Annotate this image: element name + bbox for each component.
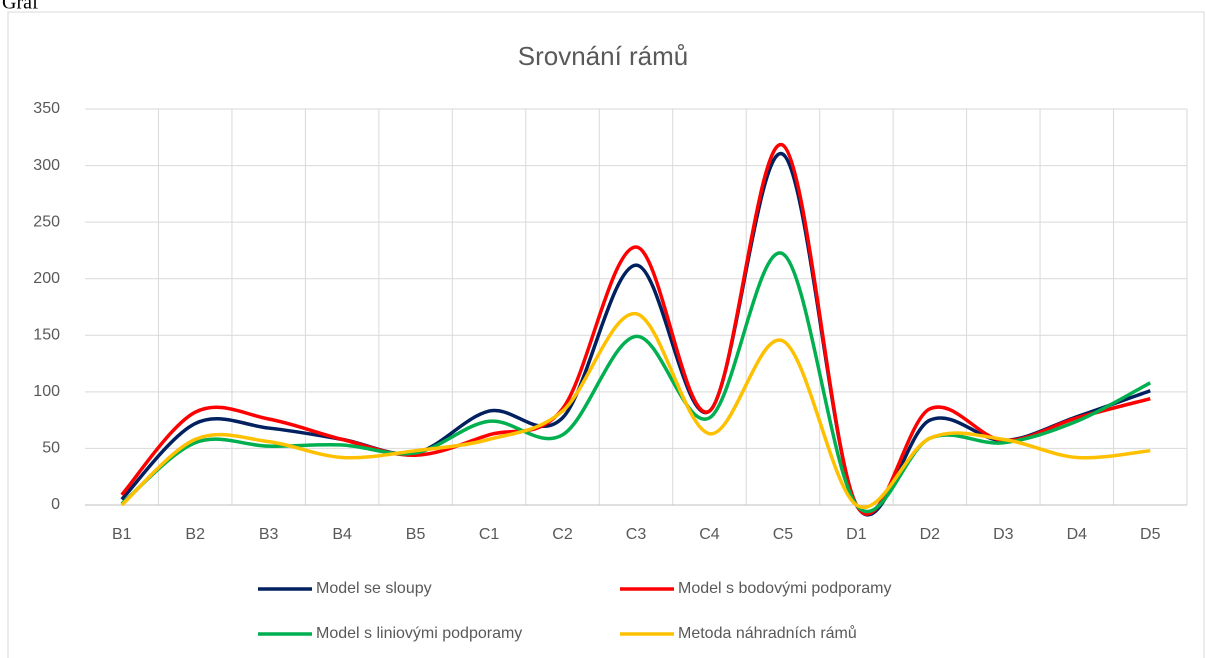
x-tick-label: B3 [259, 526, 279, 543]
page-header: Graf [2, 0, 39, 14]
x-tick-label: C2 [552, 526, 573, 543]
y-tick-label: 300 [33, 157, 60, 174]
x-tick-label: B2 [185, 526, 205, 543]
x-tick-label: D3 [993, 526, 1014, 543]
y-tick-label: 0 [51, 496, 60, 513]
y-tick-label: 50 [42, 440, 60, 457]
x-tick-label: C5 [773, 526, 794, 543]
x-tick-label: C1 [479, 526, 500, 543]
series-line [120, 152, 1151, 517]
x-tick-label: D4 [1067, 526, 1088, 543]
x-tick-label: D2 [920, 526, 941, 543]
legend-label: Model s liniovými podporamy [316, 625, 522, 642]
legend-label: Model se sloupy [316, 580, 432, 597]
chart-title: Srovnání rámů [518, 41, 689, 71]
x-tick-label: D5 [1140, 526, 1161, 543]
x-tick-label: B5 [406, 526, 426, 543]
y-tick-label: 200 [33, 270, 60, 287]
x-tick-label: B4 [332, 526, 352, 543]
series-line [120, 312, 1151, 510]
y-tick-label: 150 [33, 327, 60, 344]
chart-border [7, 11, 1205, 658]
x-tick-label: C3 [626, 526, 647, 543]
y-tick-label: 350 [33, 100, 60, 117]
series-line [120, 143, 1151, 516]
y-tick-label: 250 [33, 213, 60, 230]
series-line [120, 251, 1152, 514]
legend-label: Metoda náhradních rámů [678, 624, 857, 642]
x-tick-label: C4 [699, 526, 720, 543]
y-tick-label: 100 [33, 383, 60, 400]
x-tick-label: D1 [846, 526, 867, 543]
x-tick-label: B1 [112, 526, 132, 543]
legend-label: Model s bodovými podporamy [678, 580, 891, 597]
